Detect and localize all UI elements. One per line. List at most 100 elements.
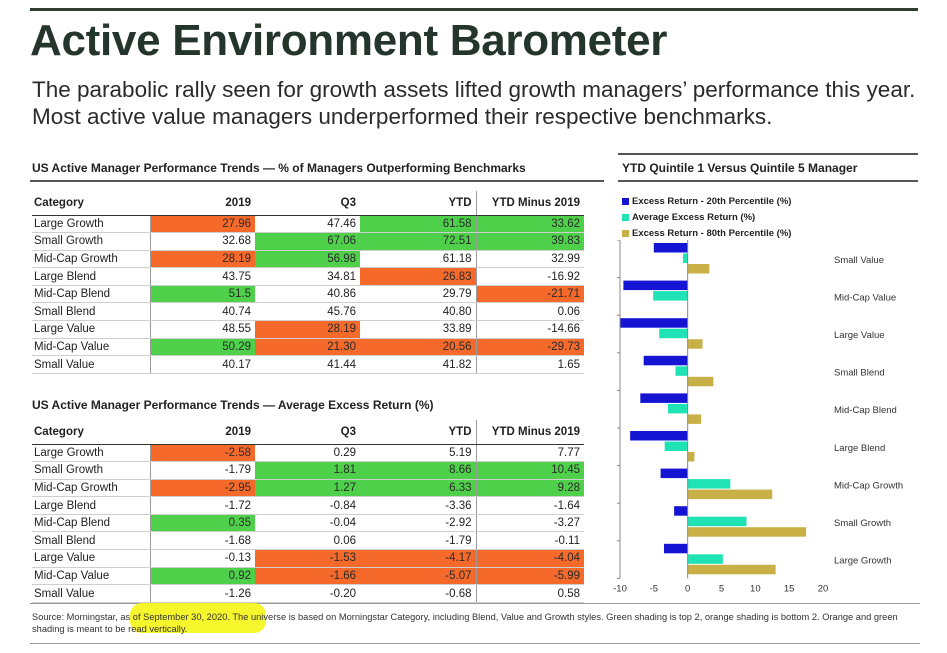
table-cell: -1.72 — [150, 496, 255, 515]
table-cell: -1.79 — [360, 531, 476, 551]
x-tick-label: -5 — [650, 583, 658, 594]
table-cell: -16.92 — [475, 267, 584, 286]
table-cell: 0.06 — [255, 531, 360, 551]
table-cell: -4.04 — [475, 549, 584, 568]
table-cell: Mid-Cap Blend — [32, 285, 151, 304]
table-row: Small Blend 40.74 45.76 40.80 0.06 — [32, 302, 584, 322]
table1-header-3: YTD — [360, 191, 476, 216]
table-cell: 0.92 — [150, 567, 255, 586]
table-cell: Large Value — [32, 549, 151, 568]
table-cell: 10.45 — [475, 461, 584, 480]
table-cell: 72.51 — [360, 232, 476, 251]
table-cell: 32.99 — [475, 250, 584, 269]
table-cell: 43.75 — [150, 267, 255, 286]
table1-rule — [30, 180, 604, 182]
bar-20th — [640, 393, 688, 403]
legend-label-avg: Average Excess Return (%) — [632, 211, 756, 223]
table-cell: Small Growth — [32, 461, 151, 480]
legend-label-80th: Excess Return - 80th Percentile (%) — [632, 227, 792, 239]
table-cell: 39.83 — [475, 232, 584, 251]
table-cell: 0.58 — [475, 584, 584, 603]
table-cell: -1.79 — [150, 461, 255, 480]
category-label: Small Growth — [834, 518, 891, 529]
table-cell: Mid-Cap Growth — [32, 479, 151, 498]
table-row: Mid-Cap Blend 51.5 40.86 29.79 -21.71 — [32, 285, 584, 304]
table1-header-4: YTD Minus 2019 — [475, 191, 584, 216]
table-cell: 40.74 — [150, 302, 255, 322]
table-cell: -2.58 — [150, 444, 255, 463]
table-row: Mid-Cap Value 0.92 -1.66 -5.07 -5.99 — [32, 567, 584, 586]
table1-title: US Active Manager Performance Trends — %… — [32, 161, 526, 175]
chart-title: YTD Quintile 1 Versus Quintile 5 Manager — [622, 161, 858, 175]
table-cell: 0.06 — [475, 302, 584, 322]
table2-header-2: Q3 — [255, 420, 360, 445]
table1-header-1: 2019 — [150, 191, 255, 216]
table-row: Large Value -0.13 -1.53 -4.17 -4.04 — [32, 549, 584, 568]
bar-20th — [660, 468, 688, 479]
table-cell: -3.27 — [475, 514, 584, 533]
table-row: Small Growth 32.68 67.06 72.51 39.83 — [32, 232, 584, 251]
quintile-bar-chart: Small Value Mid-Cap Value Large Value Small… — [613, 240, 903, 594]
table-cell: Large Blend — [32, 267, 151, 286]
table-cell: Mid-Cap Value — [32, 567, 151, 586]
table2-header-4: YTD Minus 2019 — [475, 420, 584, 445]
table-cell: 0.35 — [150, 514, 255, 533]
page-title: Active Environment Barometer — [30, 16, 668, 65]
category-label: Mid-Cap Growth — [834, 480, 903, 491]
table-row: Small Growth -1.79 1.81 8.66 10.45 — [32, 461, 584, 480]
end-rule — [30, 643, 920, 644]
table-cell: 48.55 — [150, 320, 255, 339]
x-tick-label: 15 — [784, 583, 795, 594]
table-row: Large Growth 27.96 47.46 61.58 33.62 — [32, 215, 584, 234]
source-prefix: Source: Morningstar, — [32, 612, 121, 622]
table-cell: -0.20 — [255, 584, 360, 603]
top-rule — [30, 8, 918, 11]
table2-title: US Active Manager Performance Trends — A… — [32, 398, 434, 412]
legend-label-20th: Excess Return - 20th Percentile (%) — [632, 195, 792, 207]
bar-20th — [620, 318, 688, 328]
table-cell: -4.17 — [360, 549, 476, 568]
table-cell: 21.30 — [255, 338, 360, 357]
table-row: Small Blend -1.68 0.06 -1.79 -0.11 — [32, 531, 584, 551]
bar-80th — [687, 376, 714, 387]
category-label: Small Blend — [834, 368, 885, 379]
table-cell: -29.73 — [475, 338, 584, 357]
bar-20th — [643, 355, 688, 366]
table-cell: -1.64 — [475, 496, 584, 515]
table-cell: -1.53 — [255, 549, 360, 568]
table-cell: 6.33 — [360, 479, 476, 498]
x-tick-label: 10 — [750, 583, 761, 594]
bar-avg — [687, 479, 731, 489]
bar-avg — [675, 366, 688, 376]
table-row: Small Value -1.26 -0.20 -0.68 0.58 — [32, 584, 584, 603]
table-cell: -5.07 — [360, 567, 476, 586]
table-cell: Small Value — [32, 584, 151, 603]
table-cell: -1.26 — [150, 584, 255, 603]
chart-title-rule — [618, 180, 918, 182]
table-cell: 28.19 — [255, 320, 360, 339]
table-cell: 51.5 — [150, 285, 255, 304]
table-cell: Large Value — [32, 320, 151, 339]
bar-avg — [687, 554, 723, 564]
table1-header-0: Category — [32, 191, 150, 216]
table-cell: 61.18 — [360, 250, 476, 269]
table2-header-1: 2019 — [150, 420, 255, 445]
table-row: Large Growth -2.58 0.29 5.19 7.77 — [32, 444, 584, 463]
legend-item-20th: Excess Return - 20th Percentile (%) — [622, 193, 791, 209]
source-date: as of September 30, 2020. — [120, 612, 230, 622]
table-cell: 9.28 — [475, 479, 584, 498]
legend-item-avg: Average Excess Return (%) — [622, 209, 791, 225]
table-cell: 67.06 — [255, 232, 360, 251]
table-row: Mid-Cap Blend 0.35 -0.04 -2.92 -3.27 — [32, 514, 584, 533]
table-cell: -5.99 — [475, 567, 584, 586]
table-cell: Mid-Cap Growth — [32, 250, 151, 269]
table1-header-2: Q3 — [255, 191, 360, 216]
table-cell: -0.04 — [255, 514, 360, 533]
table-cell: 33.62 — [475, 215, 584, 234]
table-row: Large Blend 43.75 34.81 26.83 -16.92 — [32, 267, 584, 286]
legend-swatch-80th — [622, 229, 629, 237]
table-cell: Small Blend — [32, 302, 151, 322]
table-cell: 40.17 — [150, 355, 255, 374]
table-cell: 27.96 — [150, 215, 255, 234]
bar-20th — [630, 431, 688, 441]
